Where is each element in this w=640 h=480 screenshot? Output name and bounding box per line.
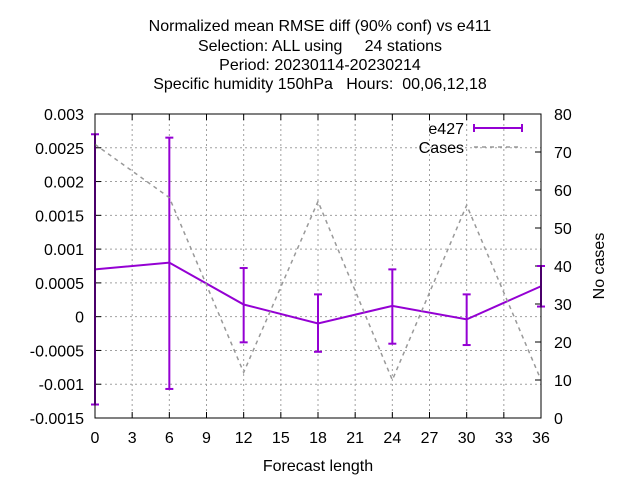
y-tick-label: 0.001 <box>44 242 84 259</box>
series-line-cases <box>94 143 542 382</box>
chart-title-line-1: Normalized mean RMSE diff (90% conf) vs … <box>148 18 492 35</box>
y2-tick-label: 50 <box>554 221 572 238</box>
grid <box>95 114 541 418</box>
x-tick-label: 24 <box>383 430 401 447</box>
y2-tick-label: 40 <box>554 259 572 276</box>
y2-tick-label: 0 <box>554 411 563 428</box>
y-tick-label: 0.0025 <box>35 141 84 158</box>
y2-tick-label: 80 <box>554 107 572 124</box>
x-tick-label: 21 <box>346 430 364 447</box>
legend-label: Cases <box>419 140 464 157</box>
x-tick-label: 30 <box>458 430 476 447</box>
y2-tick-label: 60 <box>554 183 572 200</box>
x-tick-label: 33 <box>495 430 513 447</box>
x-tick-label: 12 <box>235 430 253 447</box>
x-tick-label: 36 <box>532 430 550 447</box>
y-tick-label: 0.003 <box>44 107 84 124</box>
x-tick-label: 18 <box>309 430 327 447</box>
x-tick-label: 6 <box>165 430 174 447</box>
y2-axis-label: No cases <box>591 233 608 300</box>
y2-tick-label: 70 <box>554 145 572 162</box>
y2-tick-label: 10 <box>554 373 572 390</box>
x-tick-label: 9 <box>202 430 211 447</box>
y-tick-label: -0.0005 <box>30 343 84 360</box>
y-tick-label: 0 <box>75 310 84 327</box>
x-tick-label: 0 <box>91 430 100 447</box>
y-tick-label: -0.0015 <box>30 411 84 428</box>
labels: 0 3 6 9 12 15 18 21 24 27 30 33 360.0030.00250.0020.… <box>30 107 608 475</box>
x-tick-label: 15 <box>272 430 290 447</box>
y-tick-label: 0.0015 <box>35 208 84 225</box>
y-tick-label: 0.002 <box>44 175 84 192</box>
legend-label: e427 <box>428 121 464 138</box>
chart-title-line-3: Period: 20230114-20230214 <box>219 57 421 74</box>
y-tick-label: -0.001 <box>39 377 84 394</box>
x-tick-label: 27 <box>421 430 439 447</box>
plot-frame <box>94 113 542 419</box>
y-tick-label: 0.0005 <box>35 276 84 293</box>
y2-tick-label: 20 <box>554 335 572 352</box>
chart-title-line-2: Selection: ALL using 24 stations <box>197 38 442 55</box>
x-tick-label: 3 <box>128 430 137 447</box>
x-axis-label: Forecast length <box>263 458 373 475</box>
chart-title-line-4: Specific humidity 150hPa Hours: 00,06,12… <box>153 76 487 93</box>
y2-tick-label: 30 <box>554 297 572 314</box>
legend: e427 Cases <box>419 121 523 157</box>
